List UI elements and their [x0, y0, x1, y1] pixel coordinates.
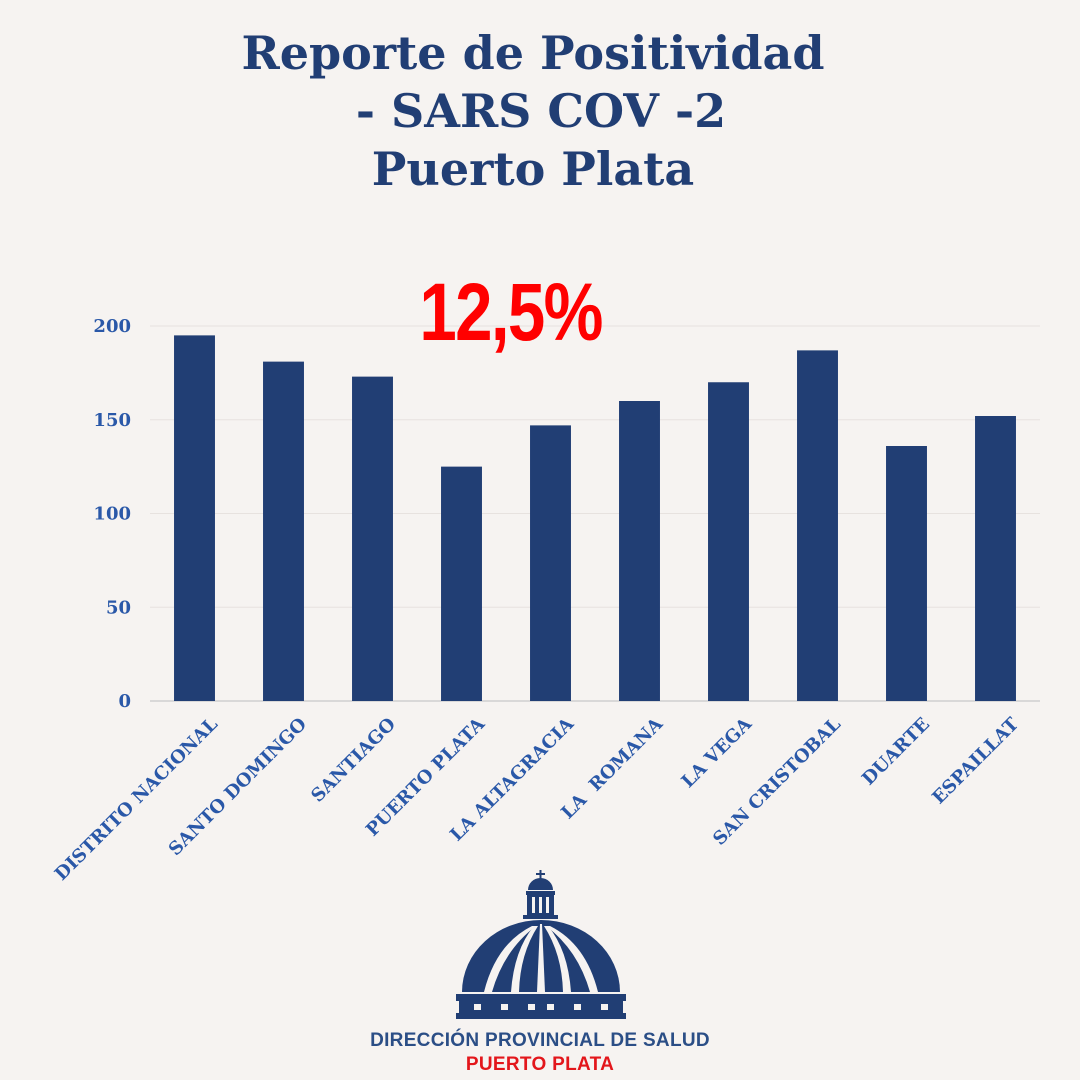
x-category-label: DISTRITO NACIONAL: [51, 713, 222, 884]
y-tick-label: 150: [93, 410, 131, 431]
bar: [708, 382, 749, 701]
positivity-rate: 12,5%: [419, 267, 603, 358]
x-category-label: ESPAILLAT: [928, 713, 1023, 808]
bar: [441, 466, 482, 701]
bar: [619, 401, 660, 701]
x-category-label: SANTIAGO: [307, 714, 400, 807]
title-line-2: - SARS COV -2: [339, 84, 727, 138]
bar: [530, 425, 571, 701]
x-category-label: DUARTE: [858, 714, 934, 790]
y-tick-label: 0: [118, 691, 131, 712]
organization-name: DIRECCIÓN PROVINCIAL DE SALUD: [370, 1030, 710, 1051]
organization-location: PUERTO PLATA: [465, 1054, 615, 1075]
bar: [263, 361, 304, 701]
x-category-label: LA VEGA: [678, 713, 757, 792]
bars: [174, 335, 1016, 701]
dome-building-logo: [456, 870, 626, 1019]
chart-title: Reporte de Positividad - SARS COV -2 Pue…: [0, 24, 1066, 198]
bar: [886, 446, 927, 701]
bar: [352, 376, 393, 701]
y-tick-label: 200: [93, 316, 131, 337]
y-tick-label: 50: [106, 597, 131, 618]
bar: [174, 335, 215, 701]
bar: [797, 350, 838, 701]
bar: [975, 416, 1016, 701]
title-line-1: Reporte de Positividad: [241, 26, 825, 80]
y-axis-ticks: 0 50 100 150 200: [93, 316, 131, 712]
title-line-3: Puerto Plata: [371, 142, 695, 196]
y-tick-label: 100: [93, 504, 131, 525]
